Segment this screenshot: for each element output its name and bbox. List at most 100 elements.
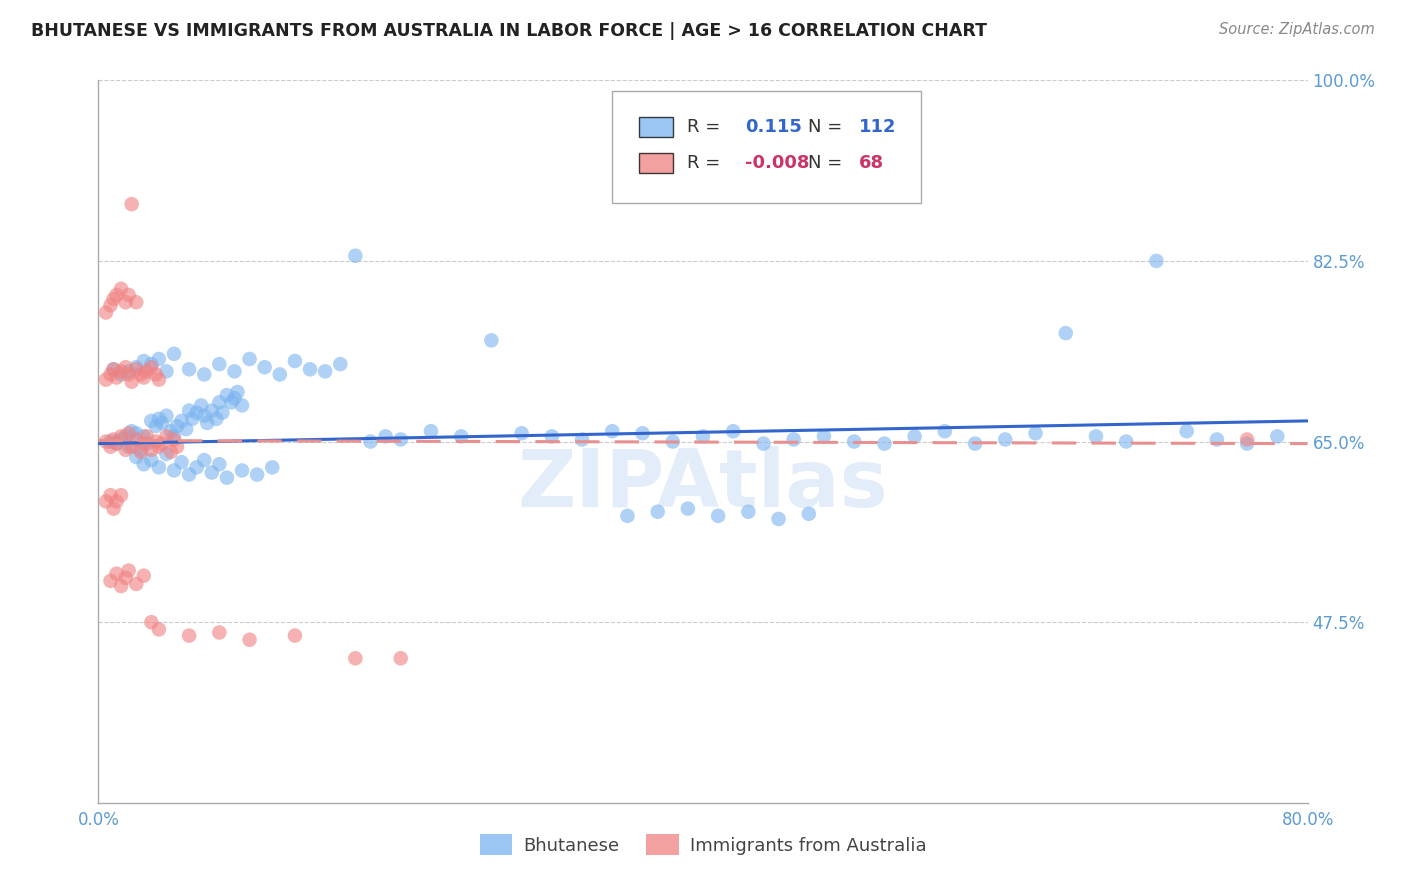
Point bbox=[105, 436, 128, 450]
Point bbox=[510, 426, 533, 441]
Point bbox=[450, 429, 472, 443]
Point bbox=[1054, 326, 1077, 340]
FancyBboxPatch shape bbox=[638, 117, 673, 137]
Point bbox=[100, 298, 122, 312]
Point bbox=[145, 368, 167, 382]
Point bbox=[155, 409, 177, 423]
Point bbox=[571, 433, 593, 447]
Point bbox=[114, 360, 136, 375]
Point bbox=[193, 409, 215, 423]
Point bbox=[103, 292, 125, 306]
Point bbox=[186, 406, 208, 420]
Point bbox=[1115, 434, 1137, 449]
Point bbox=[135, 436, 157, 450]
Point bbox=[141, 615, 163, 630]
Point bbox=[205, 412, 228, 426]
Point bbox=[125, 426, 148, 441]
Point bbox=[118, 288, 141, 302]
Point bbox=[110, 368, 132, 382]
Point bbox=[105, 288, 128, 302]
Point bbox=[129, 442, 152, 457]
Point bbox=[100, 574, 122, 588]
Point bbox=[100, 434, 122, 449]
Point bbox=[1267, 429, 1289, 443]
Text: Source: ZipAtlas.com: Source: ZipAtlas.com bbox=[1219, 22, 1375, 37]
Point bbox=[813, 429, 835, 443]
Point bbox=[141, 357, 163, 371]
Point bbox=[125, 295, 148, 310]
Point bbox=[160, 424, 183, 438]
Point bbox=[602, 424, 624, 438]
Point bbox=[1144, 253, 1167, 268]
Point bbox=[105, 370, 128, 384]
Point bbox=[132, 568, 155, 582]
Point bbox=[179, 629, 201, 643]
Point bbox=[360, 434, 382, 449]
Point bbox=[103, 433, 125, 447]
Point bbox=[631, 426, 654, 441]
Point bbox=[163, 429, 186, 443]
Text: -0.008: -0.008 bbox=[745, 154, 810, 172]
Point bbox=[174, 422, 197, 436]
Point bbox=[110, 433, 132, 447]
Point bbox=[752, 436, 775, 450]
Point bbox=[221, 395, 243, 409]
Point bbox=[121, 440, 143, 454]
Point bbox=[647, 505, 669, 519]
Point bbox=[226, 384, 249, 399]
Point bbox=[100, 440, 122, 454]
Point bbox=[208, 457, 231, 471]
Point bbox=[145, 419, 167, 434]
Point bbox=[105, 566, 128, 581]
Point bbox=[994, 433, 1017, 447]
Point bbox=[344, 651, 367, 665]
Point bbox=[163, 463, 186, 477]
Point bbox=[132, 429, 155, 443]
Point bbox=[118, 426, 141, 441]
Point bbox=[262, 460, 284, 475]
Point bbox=[208, 395, 231, 409]
Point bbox=[129, 445, 152, 459]
Point bbox=[224, 364, 246, 378]
Point bbox=[737, 505, 759, 519]
Point bbox=[145, 434, 167, 449]
Point bbox=[540, 429, 562, 443]
Point bbox=[148, 440, 170, 454]
Point bbox=[231, 463, 253, 477]
Point bbox=[94, 373, 117, 387]
Point bbox=[148, 351, 170, 366]
Point bbox=[105, 436, 128, 450]
Point bbox=[110, 579, 132, 593]
Point bbox=[201, 466, 224, 480]
Point bbox=[141, 453, 163, 467]
Text: 112: 112 bbox=[859, 119, 897, 136]
Point bbox=[389, 651, 412, 665]
Point bbox=[118, 368, 141, 382]
Point bbox=[125, 360, 148, 375]
Point bbox=[103, 362, 125, 376]
Point bbox=[110, 282, 132, 296]
Point bbox=[125, 433, 148, 447]
Point bbox=[141, 360, 163, 375]
Point bbox=[208, 357, 231, 371]
Point bbox=[170, 414, 193, 428]
Point bbox=[329, 357, 352, 371]
Point bbox=[314, 364, 336, 378]
Text: R =: R = bbox=[688, 154, 727, 172]
Point bbox=[103, 501, 125, 516]
Text: 68: 68 bbox=[859, 154, 884, 172]
Point bbox=[215, 470, 238, 484]
Point bbox=[768, 512, 790, 526]
Point bbox=[193, 453, 215, 467]
Point bbox=[114, 429, 136, 443]
Point bbox=[224, 391, 246, 405]
Point bbox=[284, 354, 307, 368]
Point bbox=[110, 488, 132, 502]
Point bbox=[190, 398, 212, 412]
Point bbox=[94, 305, 117, 319]
Point bbox=[179, 467, 201, 482]
Point bbox=[170, 455, 193, 469]
Text: N =: N = bbox=[808, 154, 848, 172]
Point bbox=[420, 424, 443, 438]
Point bbox=[148, 412, 170, 426]
